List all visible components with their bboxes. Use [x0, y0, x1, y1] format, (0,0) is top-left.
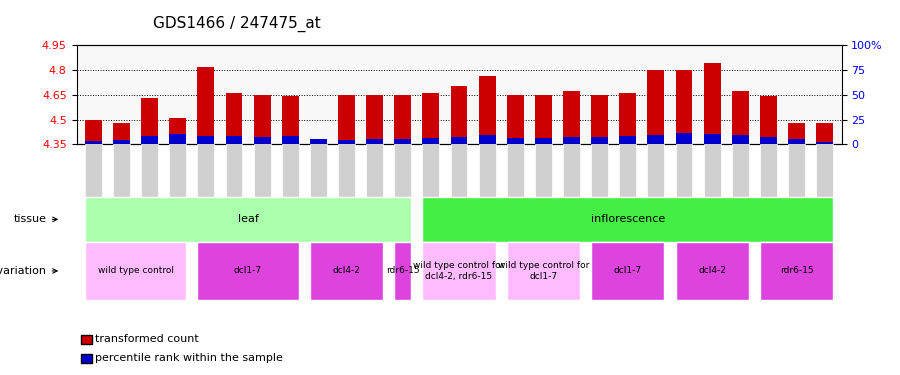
- Text: tissue: tissue: [14, 214, 47, 224]
- Bar: [704, 134, 721, 144]
- Bar: [141, 98, 158, 144]
- Text: dcl1-7: dcl1-7: [614, 266, 642, 275]
- Bar: [535, 138, 552, 144]
- Bar: [619, 136, 636, 144]
- Text: genotype/variation: genotype/variation: [0, 266, 47, 276]
- Bar: [451, 86, 467, 144]
- Bar: [366, 140, 383, 144]
- Bar: [197, 66, 214, 144]
- Bar: [394, 140, 411, 144]
- Bar: [422, 138, 439, 144]
- Bar: [676, 70, 692, 144]
- Bar: [704, 63, 721, 144]
- Bar: [788, 123, 805, 144]
- Bar: [563, 137, 580, 144]
- Bar: [619, 93, 636, 144]
- Text: dcl4-2: dcl4-2: [333, 266, 360, 275]
- Text: inflorescence: inflorescence: [590, 214, 665, 224]
- Bar: [338, 140, 355, 144]
- Bar: [732, 92, 749, 144]
- Text: leaf: leaf: [238, 214, 258, 224]
- Bar: [310, 141, 327, 144]
- Bar: [254, 94, 271, 144]
- Bar: [394, 94, 411, 144]
- Bar: [113, 123, 130, 144]
- Bar: [816, 123, 833, 144]
- Bar: [85, 141, 102, 144]
- Bar: [338, 94, 355, 144]
- Bar: [479, 76, 496, 144]
- Bar: [197, 136, 214, 144]
- Bar: [507, 138, 524, 144]
- Bar: [85, 120, 102, 144]
- Text: wild type control for
dcl4-2, rdr6-15: wild type control for dcl4-2, rdr6-15: [413, 261, 505, 280]
- Bar: [591, 94, 608, 144]
- Text: dcl1-7: dcl1-7: [234, 266, 262, 275]
- Bar: [141, 136, 158, 144]
- Bar: [647, 135, 664, 144]
- Bar: [535, 94, 552, 144]
- Bar: [282, 96, 299, 144]
- Text: GDS1466 / 247475_at: GDS1466 / 247475_at: [153, 16, 320, 32]
- Text: dcl4-2: dcl4-2: [698, 266, 726, 275]
- Bar: [310, 140, 327, 144]
- Bar: [226, 136, 242, 144]
- Bar: [732, 135, 749, 144]
- Bar: [479, 135, 496, 144]
- Bar: [760, 137, 777, 144]
- Bar: [591, 137, 608, 144]
- Text: percentile rank within the sample: percentile rank within the sample: [95, 353, 284, 363]
- Text: rdr6-15: rdr6-15: [779, 266, 814, 275]
- Bar: [563, 92, 580, 144]
- Bar: [169, 118, 186, 144]
- Bar: [788, 140, 805, 144]
- Bar: [226, 93, 242, 144]
- Bar: [254, 137, 271, 144]
- Text: rdr6-15: rdr6-15: [386, 266, 419, 275]
- Bar: [647, 70, 664, 144]
- Bar: [760, 96, 777, 144]
- Text: wild type control: wild type control: [97, 266, 174, 275]
- Bar: [113, 140, 130, 144]
- Bar: [282, 136, 299, 144]
- Bar: [816, 142, 833, 144]
- Bar: [451, 137, 467, 144]
- Bar: [169, 134, 186, 144]
- Text: transformed count: transformed count: [95, 334, 199, 344]
- Bar: [422, 93, 439, 144]
- Bar: [507, 94, 524, 144]
- Bar: [676, 134, 692, 144]
- Text: wild type control for
dcl1-7: wild type control for dcl1-7: [498, 261, 590, 280]
- Bar: [366, 94, 383, 144]
